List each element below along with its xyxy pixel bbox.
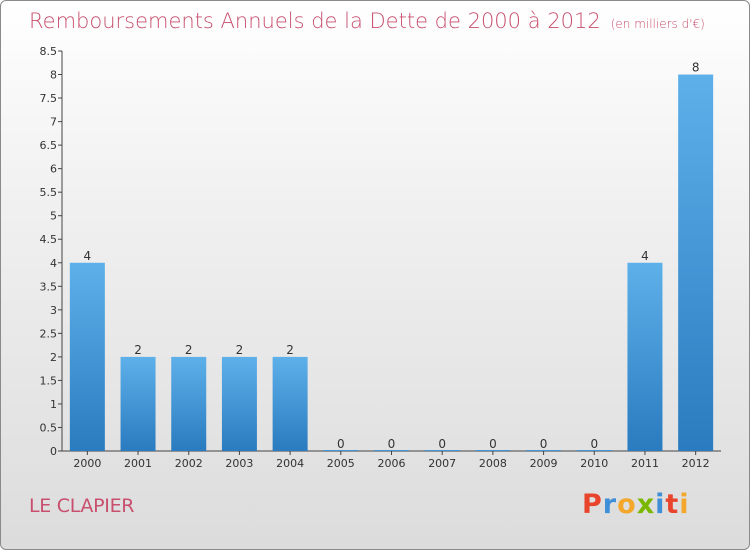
bar-2008 bbox=[475, 450, 511, 451]
proxiti-logo[interactable]: Proxiti bbox=[582, 489, 690, 520]
y-tick-label: 1.5 bbox=[40, 374, 58, 387]
data-label-2005: 0 bbox=[337, 437, 345, 451]
y-tick-label: 1 bbox=[50, 398, 57, 411]
x-tick-label-2003: 2003 bbox=[225, 457, 253, 470]
bar-2007 bbox=[424, 450, 460, 451]
x-tick-label-2009: 2009 bbox=[530, 457, 558, 470]
data-label-2004: 2 bbox=[286, 343, 294, 357]
x-tick-label-2011: 2011 bbox=[631, 457, 659, 470]
y-tick-label: 2 bbox=[50, 351, 57, 364]
chart-subtitle: (en milliers d'€) bbox=[610, 17, 705, 31]
x-tick-label-2002: 2002 bbox=[175, 457, 203, 470]
logo-letter: P bbox=[582, 489, 603, 520]
y-tick-label: 6.5 bbox=[40, 139, 58, 152]
x-tick-label-2004: 2004 bbox=[276, 457, 304, 470]
bar-2006 bbox=[374, 450, 409, 451]
logo-letter: t bbox=[665, 489, 680, 520]
x-tick-label-2010: 2010 bbox=[580, 457, 608, 470]
y-tick-label: 0 bbox=[50, 445, 57, 458]
logo-letter: o bbox=[617, 489, 637, 520]
y-tick-label: 0.5 bbox=[40, 421, 58, 434]
bar-2002 bbox=[171, 356, 207, 451]
y-tick-label: 3.5 bbox=[40, 280, 58, 293]
chart-title-text: Remboursements Annuels de la Dette de 20… bbox=[29, 9, 601, 33]
bar-2012 bbox=[678, 74, 714, 451]
logo-letter: x bbox=[636, 489, 656, 520]
chart-axes bbox=[58, 50, 721, 455]
data-label-2003: 2 bbox=[236, 343, 244, 357]
y-tick-label: 7 bbox=[50, 116, 57, 129]
x-tick-label-2000: 2000 bbox=[73, 457, 101, 470]
logo-letter: i bbox=[679, 489, 690, 520]
logo-letter: r bbox=[602, 489, 618, 520]
x-tick-labels: 2000 2001 2002 2003 2004 2005 2006 2007 2008 2009… bbox=[73, 457, 709, 470]
y-tick-label: 4.5 bbox=[40, 233, 58, 246]
bar-2010 bbox=[576, 450, 612, 451]
commune-name: LE CLAPIER bbox=[29, 495, 135, 517]
y-tick-label: 4 bbox=[50, 257, 57, 270]
bar-2011 bbox=[627, 262, 663, 451]
logo-letter: i bbox=[655, 489, 666, 520]
y-tick-label: 2.5 bbox=[40, 327, 58, 340]
y-tick-label: 8 bbox=[50, 69, 57, 82]
data-label-2006: 0 bbox=[388, 437, 396, 451]
x-tick-label-2012: 2012 bbox=[682, 457, 710, 470]
data-label-2012: 8 bbox=[692, 61, 700, 75]
y-tick-label: 5 bbox=[50, 210, 57, 223]
bar-2001 bbox=[120, 356, 156, 451]
bar-2009 bbox=[526, 450, 562, 451]
x-tick-label-2006: 2006 bbox=[378, 457, 406, 470]
y-tick-label: 6 bbox=[50, 163, 57, 176]
chart-title: Remboursements Annuels de la Dette de 20… bbox=[29, 9, 705, 33]
data-label-2002: 2 bbox=[185, 343, 193, 357]
x-tick-label-2008: 2008 bbox=[479, 457, 507, 470]
y-tick-label: 5.5 bbox=[40, 186, 58, 199]
bar-2003 bbox=[221, 356, 257, 451]
data-label-2007: 0 bbox=[438, 437, 446, 451]
bar-2000 bbox=[69, 262, 105, 451]
y-tick-label: 7.5 bbox=[40, 92, 58, 105]
data-label-2001: 2 bbox=[134, 343, 142, 357]
data-label-2000: 4 bbox=[84, 249, 92, 263]
data-label-2010: 0 bbox=[590, 437, 598, 451]
x-tick-label-2005: 2005 bbox=[327, 457, 355, 470]
y-tick-label: 3 bbox=[50, 304, 57, 317]
bar-2005 bbox=[323, 450, 359, 451]
chart-bars: 4 2 2 2 2 0 0 0 0 0 0 4 8 bbox=[69, 61, 714, 451]
data-label-2011: 4 bbox=[641, 249, 649, 263]
data-label-2009: 0 bbox=[540, 437, 548, 451]
data-label-2008: 0 bbox=[489, 437, 497, 451]
y-tick-label: 8.5 bbox=[40, 45, 58, 58]
bar-2004 bbox=[272, 356, 308, 451]
x-tick-label-2007: 2007 bbox=[428, 457, 456, 470]
y-tick-labels: 0 0.5 1 1.5 2 2.5 3 3.5 4 4.5 5 5.5 6 6.5 7 7.5 8 8.5 bbox=[40, 45, 58, 458]
x-tick-label-2001: 2001 bbox=[124, 457, 152, 470]
